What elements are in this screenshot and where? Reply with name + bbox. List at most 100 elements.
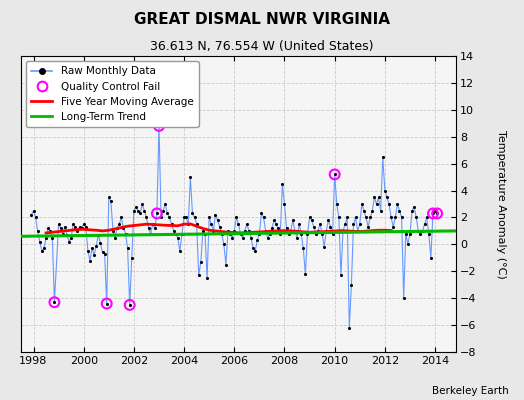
Point — [341, 221, 350, 227]
Point — [27, 212, 36, 218]
Point — [362, 214, 370, 221]
Point — [61, 224, 69, 230]
Point — [255, 230, 264, 237]
Point — [393, 201, 401, 207]
Point — [276, 230, 285, 237]
Point — [403, 241, 412, 248]
Point — [399, 295, 408, 301]
Point — [59, 230, 67, 237]
Point — [96, 240, 105, 246]
Point — [140, 208, 148, 214]
Point — [213, 217, 222, 223]
Point — [366, 214, 375, 221]
Point — [289, 217, 297, 223]
Point — [395, 208, 403, 214]
Point — [285, 230, 293, 237]
Point — [126, 302, 134, 308]
Point — [190, 214, 199, 221]
Point — [217, 230, 226, 237]
Point — [180, 214, 188, 221]
Point — [337, 272, 345, 278]
Point — [360, 208, 368, 214]
Point — [209, 228, 217, 234]
Point — [38, 248, 46, 254]
Point — [358, 201, 366, 207]
Point — [71, 224, 80, 230]
Point — [122, 230, 130, 237]
Point — [274, 225, 282, 232]
Point — [132, 204, 140, 210]
Point — [92, 242, 101, 249]
Point — [318, 230, 326, 237]
Point — [222, 261, 230, 268]
Point — [194, 272, 203, 278]
Point — [165, 214, 173, 221]
Point — [270, 217, 278, 223]
Point — [414, 228, 422, 234]
Point — [314, 228, 322, 234]
Point — [376, 208, 385, 214]
Point — [128, 255, 136, 261]
Point — [251, 248, 259, 254]
Point — [105, 194, 113, 200]
Point — [303, 230, 312, 237]
Point — [293, 234, 301, 241]
Point — [433, 210, 441, 217]
Point — [266, 230, 274, 237]
Point — [109, 228, 117, 234]
Point — [339, 228, 347, 234]
Point — [88, 245, 96, 252]
Point — [65, 238, 73, 245]
Point — [50, 299, 59, 306]
Point — [378, 154, 387, 160]
Point — [63, 232, 71, 238]
Point — [331, 171, 339, 178]
Point — [155, 123, 163, 129]
Text: 36.613 N, 76.554 W (United States): 36.613 N, 76.554 W (United States) — [150, 40, 374, 53]
Point — [331, 171, 339, 178]
Point — [86, 257, 94, 264]
Point — [29, 208, 38, 214]
Point — [176, 248, 184, 254]
Point — [199, 228, 207, 234]
Point — [152, 210, 161, 217]
Point — [431, 208, 439, 214]
Point — [380, 187, 389, 194]
Point — [259, 214, 268, 221]
Point — [40, 245, 48, 252]
Point — [167, 221, 176, 227]
Point — [387, 214, 395, 221]
Point — [389, 224, 397, 230]
Point — [299, 245, 308, 252]
Point — [278, 181, 287, 187]
Point — [350, 221, 358, 227]
Point — [305, 214, 314, 221]
Point — [34, 228, 42, 234]
Point — [205, 214, 213, 221]
Point — [374, 194, 383, 200]
Point — [326, 224, 335, 230]
Point — [236, 230, 245, 237]
Point — [312, 230, 320, 237]
Point — [67, 234, 75, 241]
Point — [31, 214, 40, 221]
Point — [301, 271, 310, 277]
Point — [287, 228, 295, 234]
Point — [192, 221, 201, 227]
Point — [157, 214, 165, 221]
Point — [220, 241, 228, 248]
Point — [148, 221, 157, 227]
Point — [322, 228, 331, 234]
Point — [54, 221, 63, 227]
Point — [144, 225, 152, 232]
Point — [391, 214, 399, 221]
Point — [184, 221, 192, 227]
Point — [188, 210, 196, 217]
Point — [42, 234, 50, 241]
Point — [46, 228, 54, 234]
Text: GREAT DISMAL NWR VIRGINIA: GREAT DISMAL NWR VIRGINIA — [134, 12, 390, 27]
Point — [238, 234, 247, 241]
Point — [329, 230, 337, 237]
Y-axis label: Temperature Anomaly (°C): Temperature Anomaly (°C) — [496, 130, 506, 278]
Point — [335, 214, 343, 221]
